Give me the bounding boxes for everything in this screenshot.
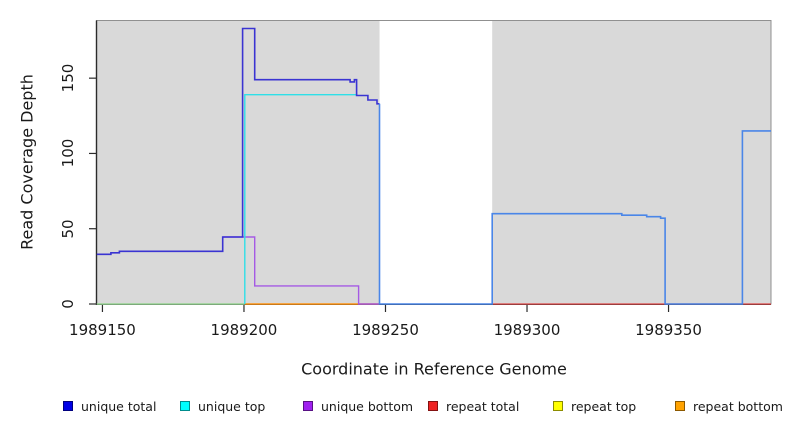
legend-swatch-icon (180, 401, 190, 411)
legend-entry: unique bottom (303, 398, 414, 414)
legend-swatch-icon (675, 401, 685, 411)
legend-swatch-icon (428, 401, 438, 411)
legend-entry: repeat bottom (675, 398, 783, 414)
y-axis-title: Read Coverage Depth (17, 74, 37, 250)
x-axis-title: Coordinate in Reference Genome (301, 359, 567, 379)
x-tick-label: 1989300 (493, 321, 561, 339)
x-tick-label: 1989250 (352, 321, 419, 339)
legend-swatch-icon (303, 401, 313, 411)
y-tick-label: 0 (59, 299, 77, 309)
legend-label: repeat top (571, 398, 637, 414)
series-unique-bottom (222, 236, 380, 305)
legend-swatch-icon (63, 401, 73, 411)
series-unique-total (96, 27, 380, 256)
legend-label: unique bottom (321, 398, 414, 414)
uncovered-region (379, 21, 493, 304)
series-unique-total (378, 103, 771, 305)
legend-label: unique total (81, 398, 157, 414)
legend-entry: unique top (180, 398, 266, 414)
y-tick-label: 100 (59, 139, 77, 168)
x-tick-label: 1989150 (69, 321, 136, 339)
y-tick-label: 150 (59, 63, 77, 93)
legend-label: unique top (198, 398, 266, 414)
x-tick-label: 1989350 (635, 321, 702, 339)
y-tick-label: 50 (59, 219, 77, 239)
legend-entry: repeat top (553, 398, 637, 414)
series-unique-top (244, 93, 358, 304)
legend-label: repeat total (446, 398, 520, 414)
legend-entry: unique total (63, 398, 157, 414)
legend-label: repeat bottom (693, 398, 783, 414)
legend-swatch-icon (553, 401, 563, 411)
x-tick-label: 1989200 (210, 321, 278, 339)
legend-entry: repeat total (428, 398, 520, 414)
